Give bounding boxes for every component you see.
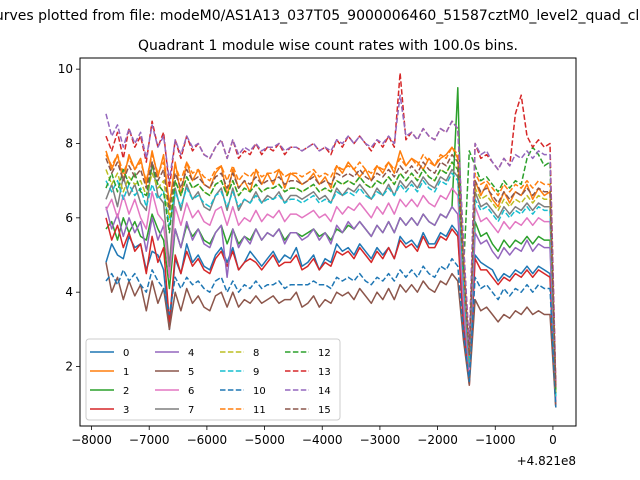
y-tick-label: 4	[65, 285, 73, 299]
legend-label-8: 8	[253, 348, 259, 359]
legend-label-7: 7	[188, 405, 194, 416]
series-line-5	[105, 262, 557, 408]
legend-label-12: 12	[318, 348, 331, 359]
x-tick-label: −8000	[71, 433, 112, 447]
series-layer	[105, 72, 557, 408]
series-line-10	[105, 257, 557, 408]
x-tick-label: −3000	[360, 433, 401, 447]
legend-label-4: 4	[188, 348, 194, 359]
chart-suptitle: Light curves plotted from file: modeM0/A…	[0, 8, 640, 24]
y-tick-label: 8	[65, 136, 73, 150]
x-axis-ticks: −8000 −7000 −6000 −5000 −4000 −3000 −2000 −1000…	[71, 426, 557, 447]
chart-title: Quadrant 1 module wise count rates with …	[138, 38, 518, 54]
legend-label-9: 9	[253, 367, 259, 378]
series-line-6	[105, 187, 557, 401]
x-tick-label: −7000	[129, 433, 170, 447]
x-tick-label: −6000	[187, 433, 228, 447]
series-line-13	[105, 72, 557, 386]
x-tick-label: 0	[549, 433, 557, 447]
legend-label-10: 10	[253, 386, 266, 397]
legend-label-15: 15	[318, 405, 331, 416]
series-line-9	[105, 172, 557, 397]
legend-label-3: 3	[123, 405, 129, 416]
series-line-3	[105, 217, 557, 408]
x-tick-label: −5000	[244, 433, 285, 447]
x-axis-offset-label: +4.821e8	[517, 454, 576, 468]
series-line-4	[105, 205, 557, 404]
legend-frame	[85, 338, 341, 421]
plot-area-frame	[79, 57, 577, 427]
series-line-15	[105, 153, 557, 389]
y-tick-label: 2	[65, 360, 73, 374]
legend-label-6: 6	[188, 386, 194, 397]
y-tick-label: 6	[65, 211, 73, 225]
x-tick-label: −1000	[475, 433, 516, 447]
legend-label-1: 1	[123, 367, 129, 378]
series-line-11	[105, 146, 557, 389]
legend-label-2: 2	[123, 386, 129, 397]
legend-label-0: 0	[123, 348, 129, 359]
legend-label-14: 14	[318, 386, 331, 397]
x-tick-label: −2000	[417, 433, 458, 447]
legend-label-5: 5	[188, 367, 194, 378]
legend-label-11: 11	[253, 405, 266, 416]
series-line-14	[105, 94, 557, 386]
y-axis-ticks: 2 4 6 8 10	[58, 62, 80, 374]
x-tick-label: −4000	[302, 433, 343, 447]
y-tick-label: 10	[58, 62, 73, 76]
series-line-12	[105, 146, 557, 393]
legend-label-13: 13	[318, 367, 331, 378]
